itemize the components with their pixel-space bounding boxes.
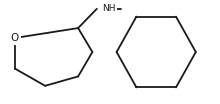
Text: NH: NH [102, 4, 116, 13]
Text: O: O [11, 33, 19, 43]
